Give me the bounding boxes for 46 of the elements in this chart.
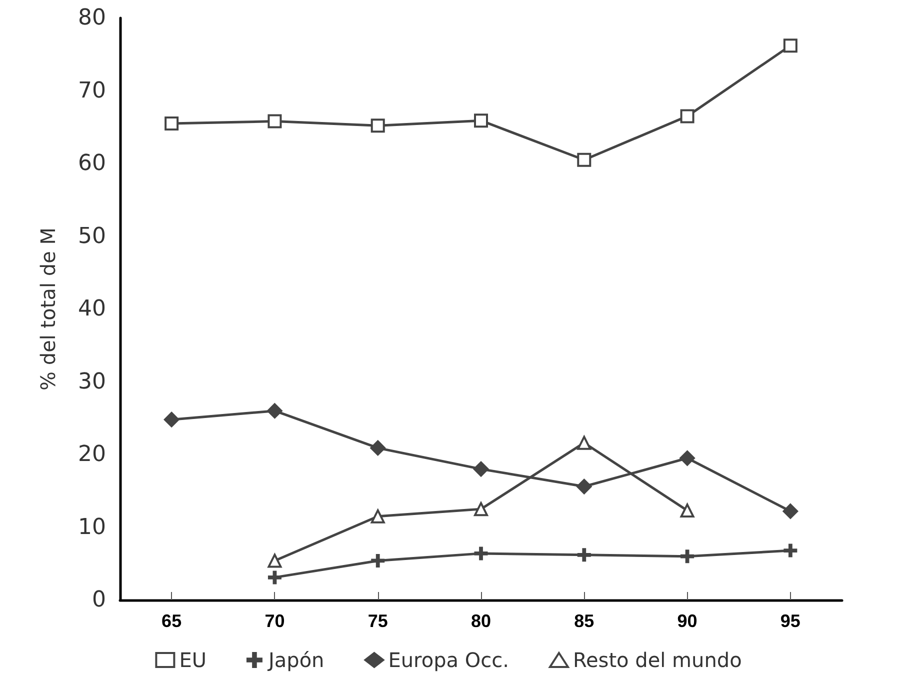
point xyxy=(474,546,488,560)
x-tick-label: 80 xyxy=(470,611,492,631)
point xyxy=(680,550,694,564)
point xyxy=(164,116,179,130)
y-tick-label: 40 xyxy=(78,296,106,322)
y-tick-label: 60 xyxy=(78,151,106,176)
point xyxy=(576,478,592,494)
x-tick-label: 90 xyxy=(677,611,698,631)
point xyxy=(680,504,694,518)
legend-label: EU xyxy=(179,648,206,672)
point xyxy=(474,502,488,516)
y-tick-label: 80 xyxy=(78,6,106,30)
point xyxy=(577,152,592,167)
point xyxy=(782,503,798,519)
point xyxy=(680,109,694,124)
point xyxy=(371,554,385,568)
point xyxy=(268,554,282,568)
y-tick-label: 30 xyxy=(78,369,106,394)
legend-label: Resto del mundo xyxy=(572,648,742,672)
point xyxy=(473,461,489,477)
point xyxy=(164,412,180,428)
y-tick-label: 0 xyxy=(92,588,106,612)
x-tick-label: 95 xyxy=(780,611,800,631)
y-tick-label: 10 xyxy=(78,514,106,540)
point xyxy=(577,548,591,562)
point xyxy=(266,403,282,419)
point xyxy=(577,436,592,450)
x-tick-label: 85 xyxy=(574,611,594,631)
point xyxy=(370,440,386,456)
point xyxy=(268,570,282,584)
point xyxy=(268,114,282,128)
y-tick-label: 20 xyxy=(78,442,106,467)
point xyxy=(370,118,385,133)
point xyxy=(370,509,385,524)
x-tick-label: 75 xyxy=(368,611,388,631)
x-tick-label: 70 xyxy=(264,611,285,631)
y-tick-label: 50 xyxy=(78,224,106,249)
point xyxy=(680,450,696,466)
x-tick-label: 65 xyxy=(162,611,182,631)
legend-label: Japón xyxy=(266,648,324,672)
legend-label: Europa Occ. xyxy=(388,648,509,672)
point xyxy=(474,114,488,128)
y-axis-title: % del total de M xyxy=(36,228,60,390)
point xyxy=(783,38,798,53)
point xyxy=(784,544,798,558)
y-tick-label: 70 xyxy=(78,78,106,104)
